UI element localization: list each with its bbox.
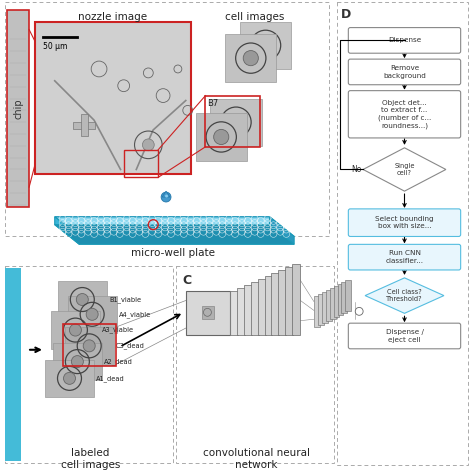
Bar [337,284,343,315]
Text: A3_viable: A3_viable [102,327,134,333]
Text: Select bounding
box with size...: Select bounding box with size... [375,216,434,229]
Text: cell images: cell images [225,12,284,22]
Text: C: C [183,274,192,287]
Text: B1_viable: B1_viable [109,296,141,303]
Polygon shape [55,217,79,245]
Bar [244,285,252,335]
Bar [53,343,102,380]
Polygon shape [270,217,294,245]
Polygon shape [55,217,294,237]
Bar [45,360,94,397]
Circle shape [243,51,258,66]
Bar [326,290,332,321]
Text: No: No [351,165,361,174]
Bar [205,96,260,147]
Text: Object det...
to extract f...
(number of c...
roundness...): Object det... to extract f... (number of… [378,100,431,129]
Bar [272,273,279,335]
Bar [258,279,265,335]
Circle shape [86,308,98,320]
Bar [292,264,300,335]
Bar [225,35,276,82]
Bar [341,282,347,313]
Text: A1_dead: A1_dead [96,375,125,382]
Text: Dispense /
eject cell: Dispense / eject cell [385,329,423,343]
Text: 50 μm: 50 μm [43,42,67,51]
Circle shape [69,324,82,336]
Bar [230,291,238,335]
Text: Run CNN
classifier...: Run CNN classifier... [385,250,423,264]
Text: micro-well plate: micro-well plate [131,248,215,258]
Text: Single
cell?: Single cell? [394,163,415,176]
Bar [186,291,230,335]
Bar [124,150,158,177]
Bar [278,270,286,335]
Bar [251,282,259,335]
Text: A4_viable: A4_viable [119,311,151,318]
Bar [322,292,328,323]
Circle shape [142,139,154,151]
Text: A2_dead: A2_dead [104,358,133,365]
Circle shape [72,356,83,368]
Circle shape [355,308,363,315]
Circle shape [214,129,229,145]
Polygon shape [55,225,294,245]
Circle shape [258,38,273,53]
Polygon shape [162,191,170,197]
Circle shape [76,293,88,306]
Circle shape [161,192,171,202]
Circle shape [165,195,168,198]
Bar [51,311,100,349]
Polygon shape [363,148,446,191]
Text: chip: chip [13,98,23,118]
Bar [6,266,173,463]
Text: B7: B7 [208,99,219,108]
Circle shape [64,373,75,384]
Circle shape [228,115,244,130]
Bar [318,293,324,325]
Bar [67,296,117,333]
FancyBboxPatch shape [348,27,461,53]
Bar [196,113,247,161]
Bar [346,280,351,311]
Bar [237,288,245,335]
FancyBboxPatch shape [348,91,461,138]
FancyBboxPatch shape [348,323,461,349]
Bar [64,327,114,365]
FancyBboxPatch shape [348,209,461,237]
Bar [82,114,88,136]
Bar [63,324,116,365]
Bar [285,267,293,335]
Polygon shape [365,278,444,313]
Text: Remove
background: Remove background [383,65,426,79]
Text: nozzle image: nozzle image [78,12,147,22]
Circle shape [83,340,95,352]
Bar [35,22,191,174]
Bar [264,276,273,335]
Text: convolutional neural
network: convolutional neural network [203,448,310,470]
FancyBboxPatch shape [348,245,461,270]
Bar [240,22,291,69]
Bar [314,296,320,327]
Bar [337,2,467,465]
Bar [58,281,107,318]
Text: Dispense: Dispense [388,37,421,44]
Bar [73,122,95,129]
Bar [329,288,336,319]
Bar [201,306,214,319]
Bar [176,266,334,463]
Text: Cell class?
Threshold?: Cell class? Threshold? [386,289,423,302]
Bar [334,286,339,317]
Text: labeled
cell images: labeled cell images [61,448,120,470]
Text: C3_dead: C3_dead [116,342,145,349]
Text: D: D [340,8,351,21]
FancyBboxPatch shape [348,59,461,85]
Bar [6,2,328,237]
Bar [8,10,29,207]
Bar [210,99,262,146]
Bar [6,268,21,461]
